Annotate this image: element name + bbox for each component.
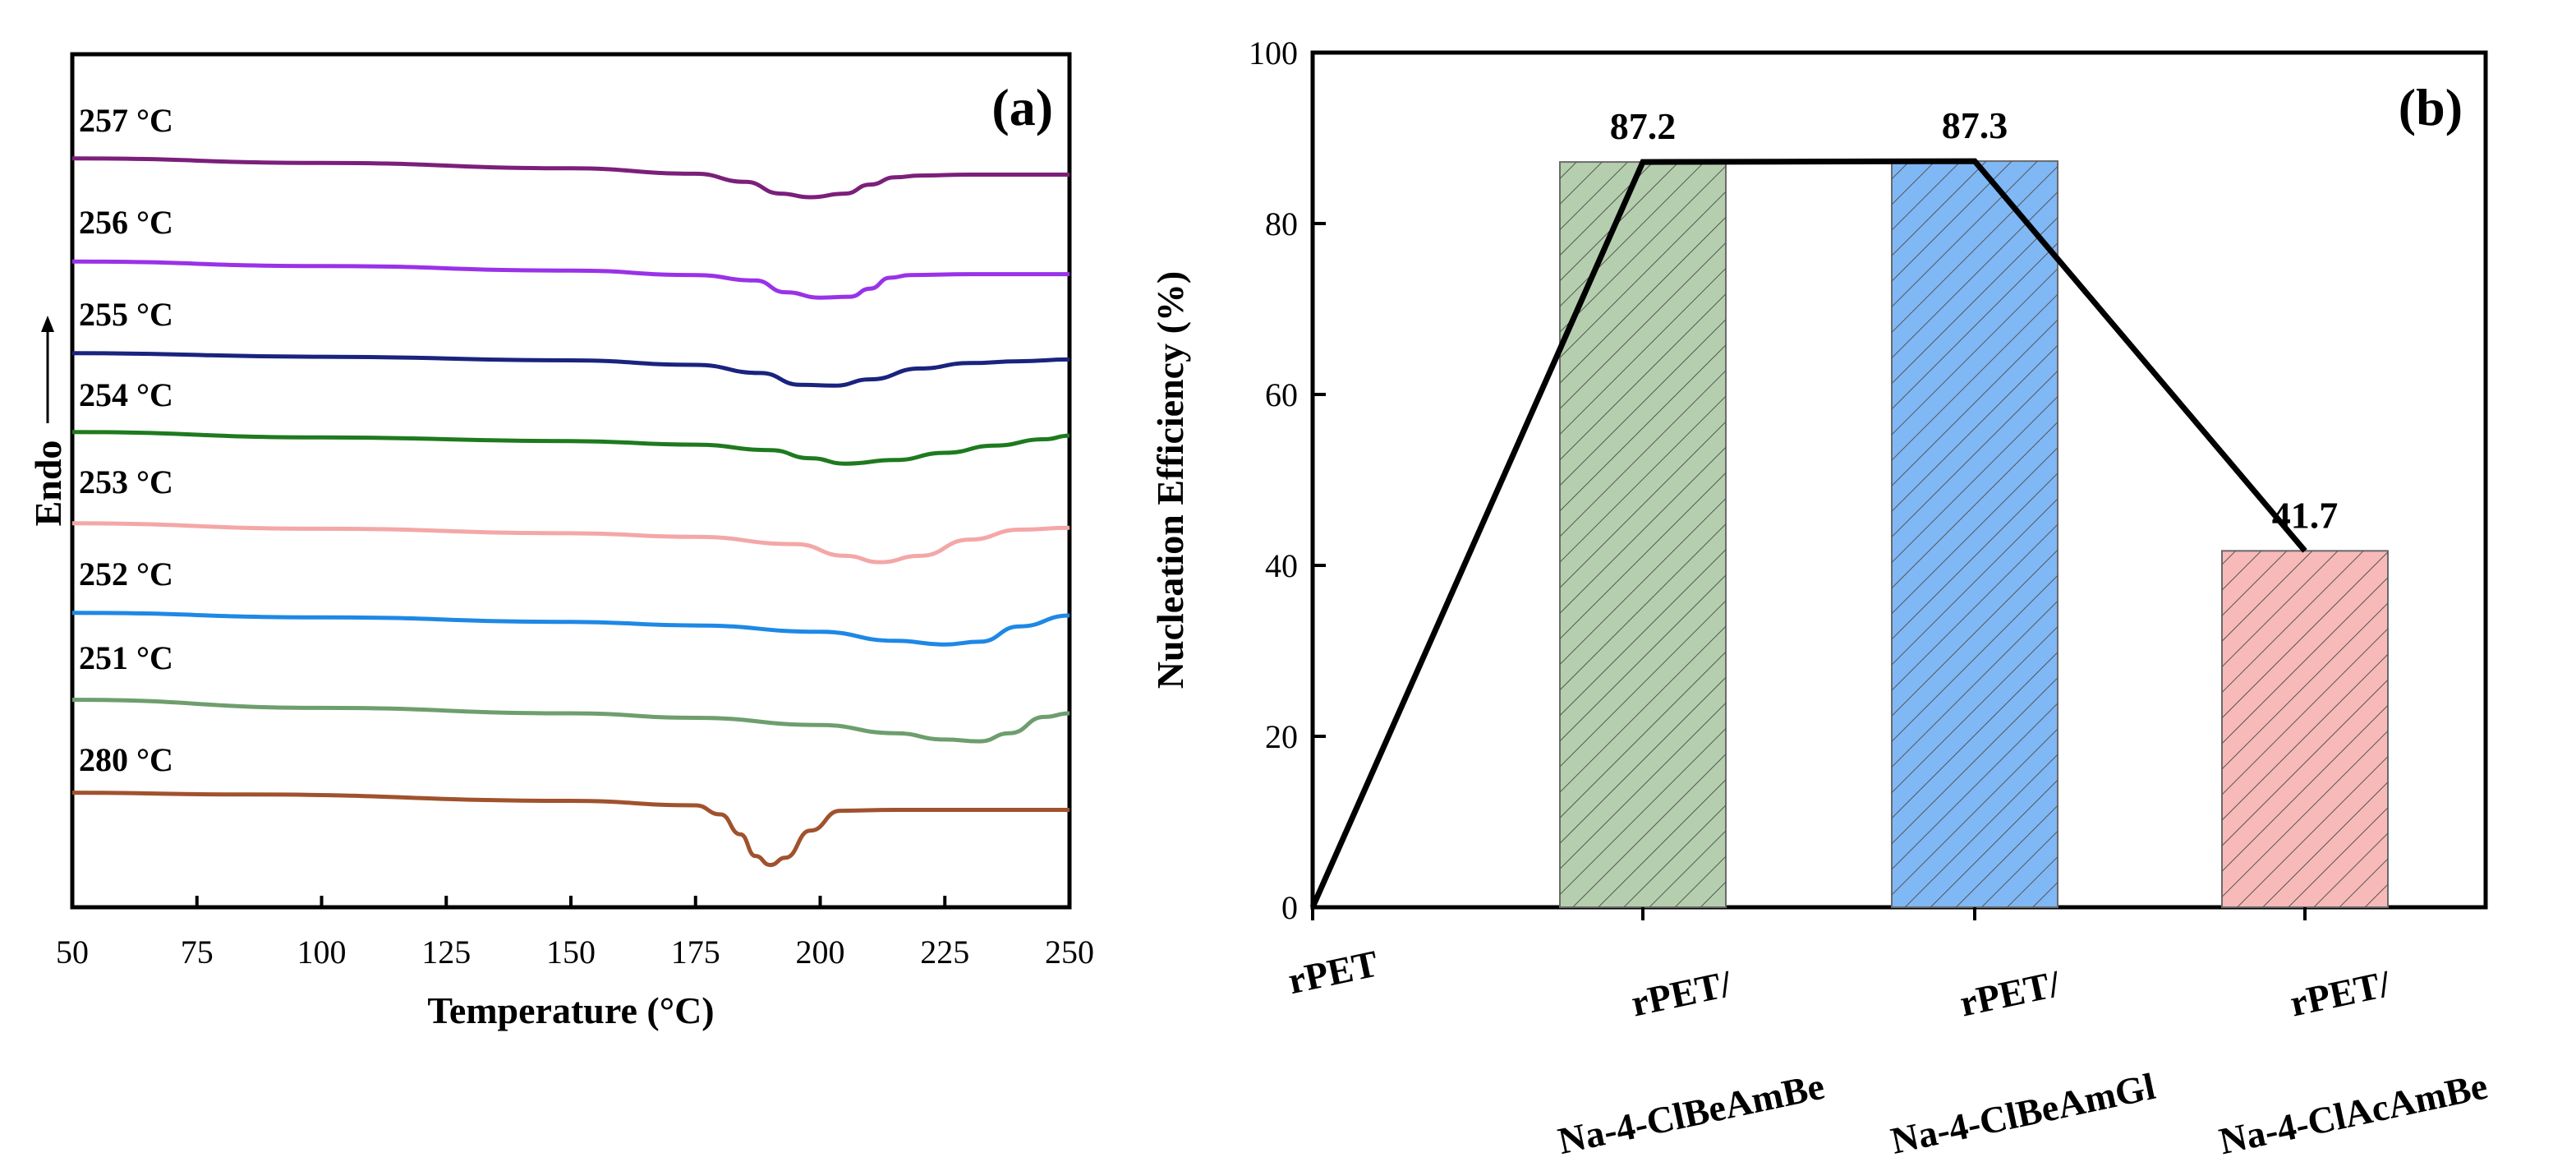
y-tick-label: 80 (1265, 205, 1298, 242)
value-labels: 87.2 87.3 41.7 (1610, 104, 2339, 536)
y-axis-ticks: 0 20 40 60 80 100 (1249, 35, 1326, 926)
dsc-curve (71, 521, 1070, 565)
dsc-curves (71, 156, 1070, 868)
category-label-line1: rPET/ (1956, 962, 2064, 1025)
x-axis-title: Temperature (°C) (427, 989, 714, 1031)
category-labels: rPET rPET/Na-4-ClBeAmBe rPET/Na-4-ClBeAmGl… (1285, 942, 2491, 1162)
category-label-line1: rPET (1285, 942, 1382, 1002)
y-tick-label: 0 (1281, 889, 1298, 926)
category-label-line2: Na-4-ClAcAmBe (2215, 1064, 2491, 1162)
value-label: 41.7 (2272, 494, 2339, 536)
dsc-curve (71, 791, 1070, 868)
dsc-curve (71, 156, 1070, 200)
bar-hatch (1560, 162, 1726, 907)
dsc-curve (71, 430, 1070, 466)
dsc-curve (71, 259, 1070, 300)
curve-label: 253 °C (79, 463, 173, 500)
y-tick-label: 100 (1249, 35, 1298, 71)
value-label: 87.2 (1610, 105, 1677, 147)
dsc-curve-labels: 257 °C 256 °C 255 °C 254 °C 253 °C 252 °C 251 … (79, 102, 173, 778)
panel-a-frame (70, 52, 1072, 910)
panel-a-label: (a) (991, 78, 1053, 136)
category-label-line1: rPET/ (2286, 962, 2394, 1025)
x-axis-ticks: 50 75 100 125 150 175 200 225 250 (56, 896, 1094, 971)
x-tick-label: 150 (546, 934, 596, 971)
curve-label: 256 °C (79, 204, 173, 241)
y-axis-title: Endo (27, 440, 69, 527)
panel-b-label: (b) (2399, 78, 2463, 136)
category-label-line1: rPET/ (1627, 962, 1736, 1025)
dsc-curve (71, 611, 1070, 647)
curve-label: 254 °C (79, 376, 173, 413)
x-tick-label: 125 (421, 934, 471, 971)
curve-label: 257 °C (79, 102, 173, 139)
x-tick-label: 100 (297, 934, 347, 971)
x-tick-label: 250 (1045, 934, 1094, 971)
category-label-line2: Na-4-ClBeAmGl (1888, 1065, 2160, 1162)
trend-line (1309, 158, 2307, 909)
y-axis-title: Nucleation Efficiency (%) (1149, 271, 1191, 689)
panel-a: (a) 257 °C 256 °C 255 °C 254 °C 253 °C 252 °C… (27, 52, 1094, 1031)
x-tick-label: 225 (920, 934, 969, 971)
category-label-line2: Na-4-ClBeAmBe (1554, 1065, 1828, 1162)
x-tick-label: 200 (796, 934, 845, 971)
endo-arrow-head (41, 316, 54, 332)
dsc-curve (71, 351, 1070, 388)
value-label: 87.3 (1942, 104, 2008, 146)
y-tick-label: 20 (1265, 718, 1298, 755)
curve-label: 251 °C (79, 639, 173, 676)
bar-hatch (2222, 551, 2388, 907)
x-tick-label: 75 (181, 934, 214, 971)
panel-b: (b) 87.2 87.3 41.7 0 20 40 60 80 100 rPET rPET/N… (1149, 35, 2491, 1162)
dsc-curve (71, 698, 1070, 744)
y-tick-label: 40 (1265, 547, 1298, 584)
curve-label: 252 °C (79, 556, 173, 593)
curve-label: 255 °C (79, 296, 173, 333)
x-tick-label: 175 (671, 934, 720, 971)
bar-hatch (1892, 161, 2058, 907)
y-tick-label: 60 (1265, 376, 1298, 413)
bars (1559, 160, 2389, 908)
curve-label: 280 °C (79, 741, 173, 778)
x-tick-label: 50 (56, 934, 89, 971)
x-axis-ticks (1311, 907, 2307, 920)
